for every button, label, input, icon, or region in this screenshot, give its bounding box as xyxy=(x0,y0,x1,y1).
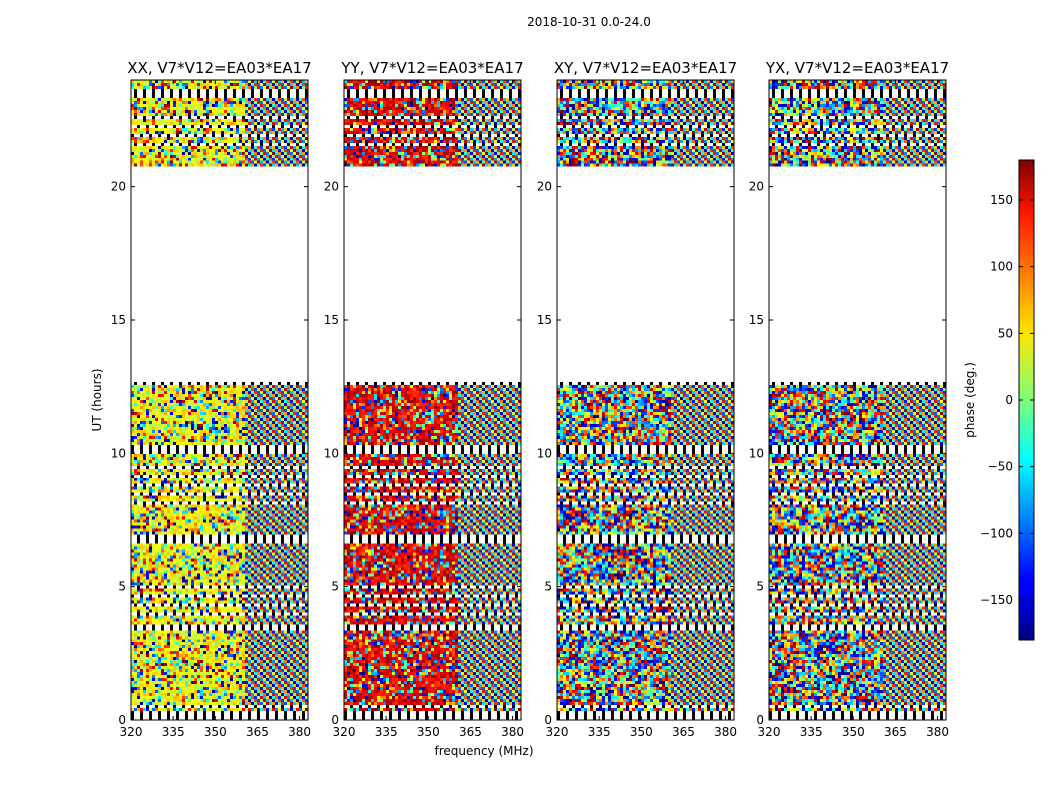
axes-frame xyxy=(768,79,947,721)
x-tick-label: 320 xyxy=(546,725,569,739)
colorbar-tick-label: −50 xyxy=(988,460,1013,474)
x-tick-label: 380 xyxy=(714,725,737,739)
axes-frame xyxy=(556,79,735,721)
y-tick-label: 5 xyxy=(118,580,126,594)
x-tick-label: 335 xyxy=(588,725,611,739)
x-tick-label: 320 xyxy=(120,725,143,739)
x-tick-label: 365 xyxy=(884,725,907,739)
y-axis-label: UT (hours) xyxy=(90,368,104,431)
y-tick-label: 20 xyxy=(749,180,764,194)
colorbar-label: phase (deg.) xyxy=(963,362,977,438)
figure-suptitle: 2018-10-31 0.0-24.0 xyxy=(527,15,651,29)
panel-title: YX, V7*V12=EA03*EA17 xyxy=(765,59,949,77)
x-tick-label: 350 xyxy=(630,725,653,739)
y-tick-label: 20 xyxy=(111,180,126,194)
y-tick-label: 10 xyxy=(749,446,764,460)
y-tick-label: 15 xyxy=(111,313,126,327)
y-tick-label: 10 xyxy=(537,446,552,460)
y-tick-label: 20 xyxy=(324,180,339,194)
x-tick-label: 380 xyxy=(501,725,524,739)
y-tick-label: 5 xyxy=(331,580,339,594)
x-axis-label: frequency (MHz) xyxy=(434,744,533,758)
panel-yy: YY, V7*V12=EA03*EA17 320 335 350 365 380 0 5 10 1… xyxy=(324,59,524,739)
x-tick-label: 365 xyxy=(459,725,482,739)
y-tick-label: 15 xyxy=(749,313,764,327)
x-tick-label: 350 xyxy=(204,725,227,739)
panel-yx: YX, V7*V12=EA03*EA17 320 335 350 365 380 0 5 10 1… xyxy=(749,59,949,739)
panel-xy: XY, V7*V12=EA03*EA17 320 335 350 365 380 0 5 10 1… xyxy=(537,59,737,739)
y-tick-label: 15 xyxy=(324,313,339,327)
colorbar-tick-label: 0 xyxy=(1005,393,1013,407)
x-tick-label: 320 xyxy=(333,725,356,739)
panel-title: XY, V7*V12=EA03*EA17 xyxy=(554,59,737,77)
y-tick-label: 20 xyxy=(537,180,552,194)
colorbar-tick-label: −100 xyxy=(980,526,1013,540)
x-tick-label: 365 xyxy=(246,725,269,739)
x-tick-label: 335 xyxy=(375,725,398,739)
panel-xx: XX, V7*V12=EA03*EA17 320 335 350 365 380 0 5 10 1… xyxy=(111,59,312,739)
colorbar-tick-label: 100 xyxy=(990,260,1013,274)
colorbar-ticks: −150 −100 −50 0 50 100 150 xyxy=(980,193,1034,607)
x-tick-label: 365 xyxy=(672,725,695,739)
colorbar-tick-label: −150 xyxy=(980,593,1013,607)
x-tick-label: 380 xyxy=(926,725,949,739)
phase-heatmap-yy xyxy=(344,80,521,720)
y-tick-label: 0 xyxy=(331,713,339,727)
x-tick-label: 320 xyxy=(758,725,781,739)
phase-heatmap-xx xyxy=(131,80,308,720)
y-tick-label: 0 xyxy=(544,713,552,727)
y-tick-label: 10 xyxy=(111,446,126,460)
y-tick-label: 5 xyxy=(756,580,764,594)
x-tick-label: 335 xyxy=(162,725,185,739)
axes-frame xyxy=(130,79,309,721)
x-tick-label: 380 xyxy=(288,725,311,739)
colorbar: −150 −100 −50 0 50 100 150 phase (deg.) xyxy=(963,159,1035,641)
axes-frame xyxy=(343,79,522,721)
x-tick-label: 335 xyxy=(800,725,823,739)
x-tick-label: 350 xyxy=(417,725,440,739)
y-tick-label: 10 xyxy=(324,446,339,460)
phase-heatmap-yx xyxy=(769,80,946,720)
y-tick-label: 15 xyxy=(537,313,552,327)
colorbar-tick-label: 50 xyxy=(998,326,1013,340)
x-tick-label: 350 xyxy=(842,725,865,739)
colorbar-tick-label: 150 xyxy=(990,193,1013,207)
y-tick-label: 0 xyxy=(756,713,764,727)
panel-title: YY, V7*V12=EA03*EA17 xyxy=(340,59,523,77)
y-tick-label: 5 xyxy=(544,580,552,594)
panels: XX, V7*V12=EA03*EA17 320 335 350 365 380 0 5 10 1… xyxy=(111,59,949,739)
phase-heatmap-xy xyxy=(557,80,734,720)
y-tick-label: 0 xyxy=(118,713,126,727)
panel-title: XX, V7*V12=EA03*EA17 xyxy=(127,59,311,77)
